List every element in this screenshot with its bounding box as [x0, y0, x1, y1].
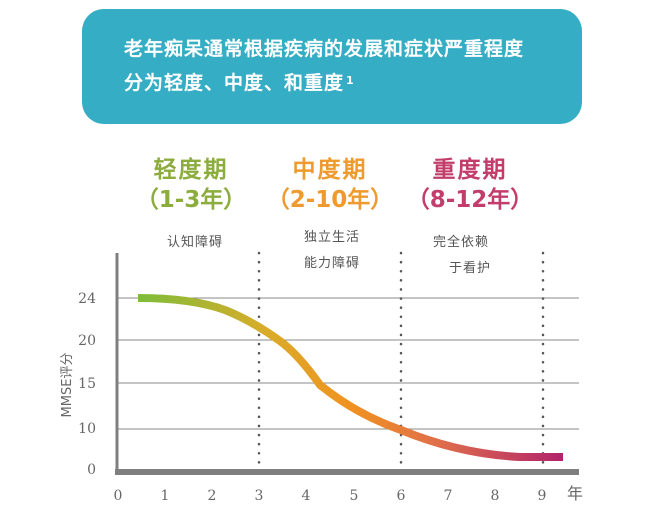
svg-text:2: 2	[208, 488, 217, 504]
header-banner: 老年痴呆通常根据疾病的发展和症状严重程度 分为轻度、中度、和重度 1	[82, 9, 582, 124]
stage-severe-name: 重度期	[432, 157, 508, 183]
stage-moderate-desc: 独立生活 能力障碍	[303, 230, 360, 271]
stage-mild-name: 轻度期	[153, 157, 229, 183]
y-tick-labels: 24 20 15 10 0	[78, 291, 96, 478]
stage-severe-desc: 完全依赖 于看护	[433, 235, 492, 276]
footnote-marker: 1	[346, 74, 355, 87]
svg-text:1: 1	[161, 488, 170, 504]
svg-text:3: 3	[255, 488, 264, 504]
svg-text:8: 8	[491, 488, 500, 504]
svg-text:10: 10	[78, 421, 96, 437]
svg-text:15: 15	[78, 376, 96, 392]
stage-mild-range: （1-3年）	[135, 187, 247, 213]
stage-moderate-range: （2-10年）	[266, 187, 394, 213]
svg-text:20: 20	[78, 333, 96, 349]
svg-text:5: 5	[350, 488, 359, 504]
svg-text:0: 0	[114, 488, 123, 504]
svg-text:6: 6	[397, 488, 406, 504]
svg-text:4: 4	[302, 488, 311, 504]
stage-mild-desc: 认知障碍	[166, 235, 223, 250]
stage-severe-range: （8-12年）	[406, 187, 534, 213]
y-axis-label: MMSE评分	[60, 353, 75, 418]
stage-moderate: 中度期 （2-10年）	[265, 155, 395, 215]
stage-moderate-name: 中度期	[292, 157, 368, 183]
svg-text:0: 0	[87, 462, 96, 478]
banner-line-2: 分为轻度、中度、和重度 1	[124, 72, 355, 94]
banner-line-1: 老年痴呆通常根据疾病的发展和症状严重程度	[124, 38, 525, 60]
gridlines	[118, 297, 579, 430]
stage-severe: 重度期 （8-12年）	[405, 155, 535, 215]
x-axis-label: 年	[567, 484, 583, 503]
stage-dividers	[257, 251, 545, 470]
svg-text:7: 7	[444, 488, 453, 504]
svg-text:9: 9	[538, 488, 547, 504]
svg-text:24: 24	[78, 291, 96, 307]
mmse-curve	[137, 294, 563, 461]
x-tick-labels: 0 1 2 3 4 5 6 7 8 9 年	[114, 484, 583, 504]
stage-mild: 轻度期 （1-3年）	[126, 155, 256, 215]
